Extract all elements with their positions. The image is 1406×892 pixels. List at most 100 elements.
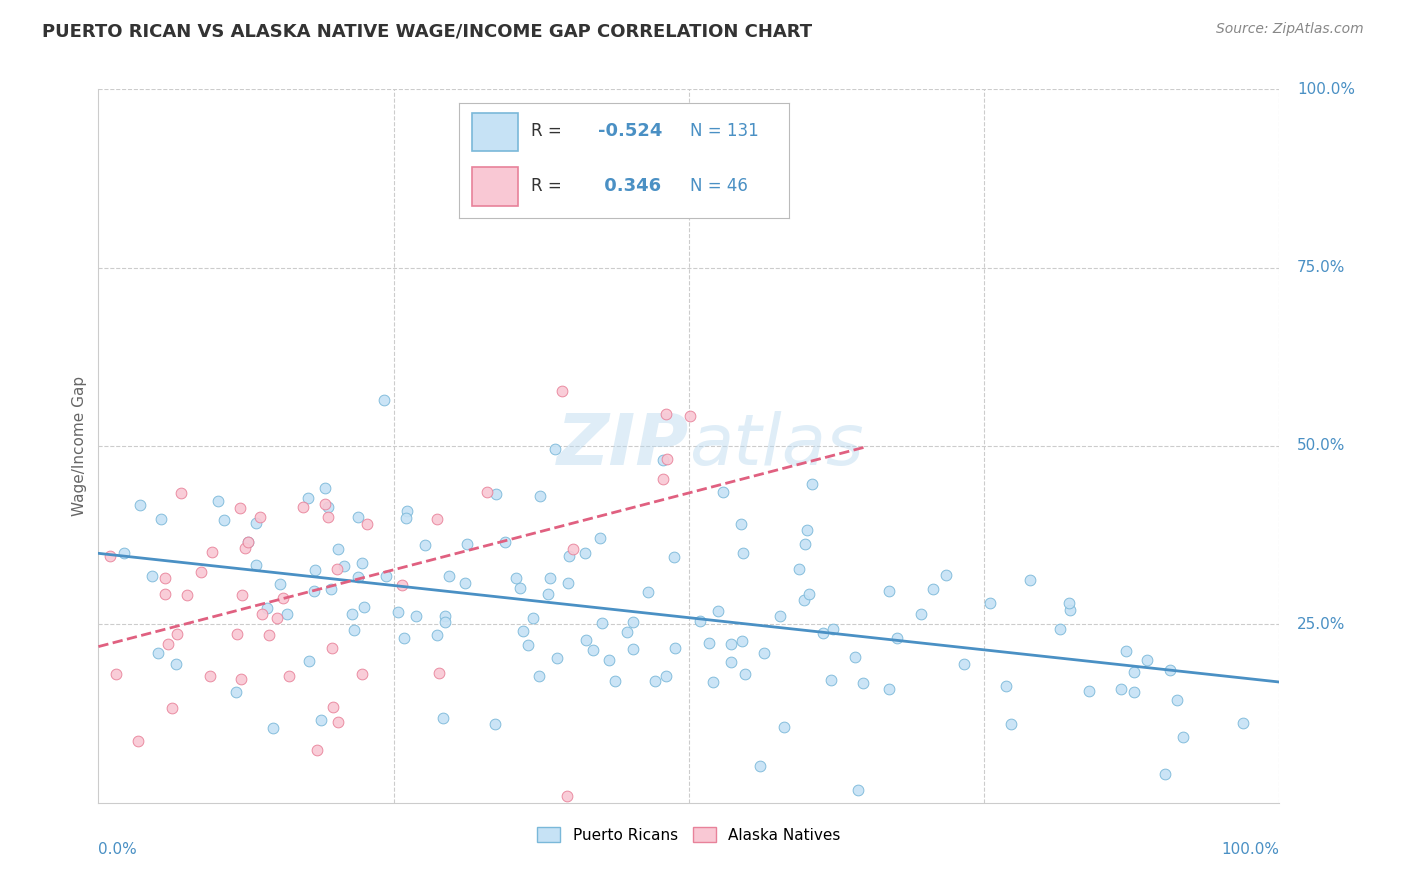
Point xyxy=(319,582,342,596)
Point xyxy=(706,604,728,618)
Point xyxy=(591,615,613,630)
Point xyxy=(129,498,152,512)
Point xyxy=(155,586,177,600)
Point xyxy=(305,742,328,756)
Point xyxy=(156,637,179,651)
Point xyxy=(605,673,627,688)
Point xyxy=(477,485,499,500)
Point xyxy=(787,562,810,576)
Point xyxy=(148,646,170,660)
Point xyxy=(1166,693,1188,707)
Point xyxy=(322,700,344,714)
Point xyxy=(1018,573,1040,587)
Point xyxy=(347,570,370,584)
Point xyxy=(749,759,772,773)
Point xyxy=(454,576,477,591)
Point xyxy=(652,472,675,486)
Point xyxy=(616,624,638,639)
Point xyxy=(333,559,356,574)
Point xyxy=(392,631,415,645)
Point xyxy=(846,783,869,797)
Point xyxy=(527,668,550,682)
Point xyxy=(509,581,531,595)
Point xyxy=(434,608,457,623)
Point xyxy=(582,642,605,657)
Point xyxy=(1136,653,1159,667)
Text: Source: ZipAtlas.com: Source: ZipAtlas.com xyxy=(1216,22,1364,37)
Point xyxy=(387,606,409,620)
Text: ZIP: ZIP xyxy=(557,411,689,481)
Point xyxy=(149,512,172,526)
Point xyxy=(813,626,835,640)
Point xyxy=(877,583,900,598)
Point xyxy=(326,714,349,729)
Point xyxy=(238,535,260,549)
Point xyxy=(426,628,449,642)
Point xyxy=(160,701,183,715)
Point xyxy=(373,393,395,408)
Point xyxy=(405,609,427,624)
Point xyxy=(655,407,678,421)
Point xyxy=(551,384,574,398)
Point xyxy=(886,631,908,645)
Point xyxy=(1123,665,1146,680)
Point xyxy=(797,587,820,601)
Point xyxy=(263,722,285,736)
Point xyxy=(731,546,754,560)
Point xyxy=(1154,766,1177,780)
Point xyxy=(664,640,686,655)
Point xyxy=(201,545,224,559)
Point xyxy=(588,531,610,545)
Point xyxy=(245,558,267,573)
Point xyxy=(396,504,419,518)
Point xyxy=(1000,717,1022,731)
Point xyxy=(256,600,278,615)
Point xyxy=(522,610,544,624)
Point xyxy=(266,610,288,624)
Point xyxy=(141,568,163,582)
Point xyxy=(190,565,212,579)
Point xyxy=(557,576,579,591)
Point xyxy=(574,546,596,560)
Point xyxy=(512,624,534,638)
Point xyxy=(484,717,506,731)
Point xyxy=(655,452,678,467)
Point xyxy=(820,673,842,687)
Point xyxy=(979,596,1001,610)
Point xyxy=(529,489,551,503)
Point xyxy=(730,516,752,531)
Point xyxy=(207,494,229,508)
Point xyxy=(353,600,375,615)
Point xyxy=(298,654,321,668)
Point xyxy=(652,453,675,467)
Point xyxy=(662,550,685,565)
Point xyxy=(720,655,742,669)
Point xyxy=(598,653,620,667)
Point xyxy=(271,591,294,606)
Point xyxy=(800,476,823,491)
Legend: Puerto Ricans, Alaska Natives: Puerto Ricans, Alaska Natives xyxy=(531,821,846,848)
Point xyxy=(953,657,976,671)
Point xyxy=(456,537,478,551)
Point xyxy=(343,623,366,637)
Point xyxy=(1111,681,1133,696)
Point xyxy=(711,485,734,500)
Point xyxy=(326,562,349,576)
Point xyxy=(233,541,256,555)
Point xyxy=(321,640,343,655)
Point xyxy=(537,587,560,601)
Text: PUERTO RICAN VS ALASKA NATIVE WAGE/INCOME GAP CORRELATION CHART: PUERTO RICAN VS ALASKA NATIVE WAGE/INCOM… xyxy=(42,22,813,40)
Point xyxy=(176,588,198,602)
Point xyxy=(374,569,396,583)
Point xyxy=(350,556,373,570)
Point xyxy=(697,635,720,649)
Point xyxy=(922,582,945,597)
Point xyxy=(318,510,340,524)
Text: 100.0%: 100.0% xyxy=(1222,842,1279,857)
Point xyxy=(544,442,567,456)
Point xyxy=(245,516,267,531)
Point xyxy=(555,789,578,803)
Point xyxy=(236,535,259,549)
Point xyxy=(557,549,579,563)
Point xyxy=(350,667,373,681)
